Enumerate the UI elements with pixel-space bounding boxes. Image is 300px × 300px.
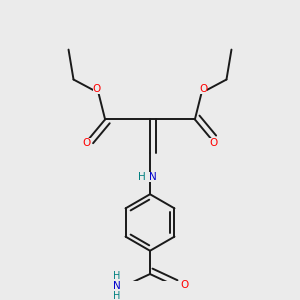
Text: O: O bbox=[209, 138, 217, 148]
Text: H: H bbox=[138, 172, 146, 182]
Text: N: N bbox=[149, 172, 157, 182]
Text: O: O bbox=[180, 280, 188, 290]
Text: O: O bbox=[199, 84, 207, 94]
Text: O: O bbox=[83, 138, 91, 148]
Text: H: H bbox=[113, 272, 120, 281]
Text: H: H bbox=[113, 291, 120, 300]
Text: N: N bbox=[113, 281, 121, 291]
Text: O: O bbox=[93, 84, 101, 94]
